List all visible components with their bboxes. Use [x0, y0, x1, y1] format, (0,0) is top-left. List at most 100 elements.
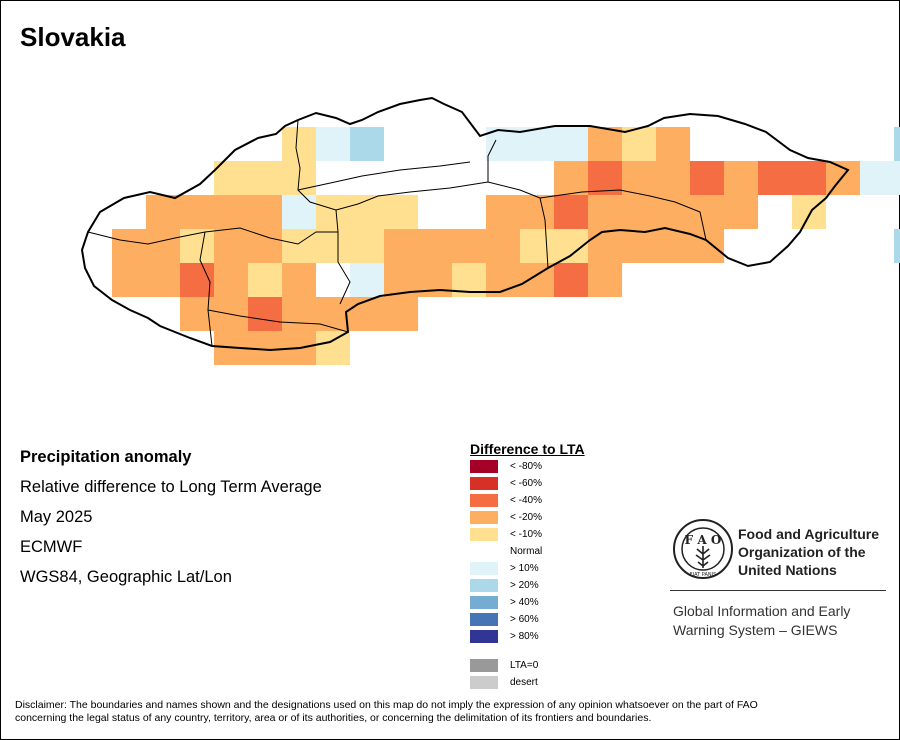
grid-cell [656, 229, 690, 263]
grid-cell [588, 161, 622, 195]
map-info-block: Precipitation anomaly Relative differenc… [20, 446, 322, 596]
grid-cell [214, 195, 248, 229]
legend-label: Normal [510, 546, 543, 557]
country-boundary [80, 96, 850, 352]
grid-cell [690, 161, 724, 195]
grid-cell [894, 161, 900, 195]
legend-label: desert [510, 677, 538, 688]
legend-item: > 80% [470, 629, 585, 646]
grid-cell [146, 195, 180, 229]
grid-cell [520, 127, 554, 161]
anomaly-grid [112, 127, 900, 365]
legend-swatch [470, 460, 498, 473]
legend-item: > 20% [470, 578, 585, 595]
legend-label: > 20% [510, 580, 539, 591]
legend-swatch [470, 528, 498, 541]
svg-text:FIAT PANIS: FIAT PANIS [690, 572, 717, 578]
legend-swatch [470, 676, 498, 689]
grid-cell [248, 263, 282, 297]
grid-cell [588, 263, 622, 297]
legend-swatch [470, 659, 498, 672]
grid-cell [282, 195, 316, 229]
info-period: May 2025 [20, 508, 93, 526]
grid-cell [350, 263, 384, 297]
grid-cell [316, 297, 350, 331]
info-variable: Precipitation anomaly [20, 448, 192, 466]
legend-item: > 10% [470, 561, 585, 578]
legend-swatch [470, 630, 498, 643]
grid-cell [350, 229, 384, 263]
grid-cell [792, 161, 826, 195]
disclaimer: Disclaimer: The boundaries and names sho… [15, 699, 758, 724]
grid-cell [622, 161, 656, 195]
grid-cell [656, 127, 690, 161]
info-description: Relative difference to Long Term Average [20, 478, 322, 496]
grid-cell [758, 161, 792, 195]
legend-swatch [470, 511, 498, 524]
grid-cell [588, 229, 622, 263]
grid-cell [214, 229, 248, 263]
grid-cell [282, 127, 316, 161]
legend-item: > 40% [470, 595, 585, 612]
grid-cell [146, 229, 180, 263]
grid-cell [350, 297, 384, 331]
legend-item: < -20% [470, 510, 585, 527]
divider [670, 590, 886, 591]
grid-cell [520, 229, 554, 263]
grid-cell [554, 195, 588, 229]
legend-item: > 60% [470, 612, 585, 629]
grid-cell [554, 161, 588, 195]
grid-cell [248, 195, 282, 229]
grid-cell [350, 127, 384, 161]
grid-cell [656, 161, 690, 195]
legend-label: > 10% [510, 563, 539, 574]
legend-swatch [470, 562, 498, 575]
legend-label: LTA=0 [510, 660, 539, 671]
grid-cell [724, 195, 758, 229]
grid-cell [724, 161, 758, 195]
legend-item: Normal [470, 544, 585, 561]
legend-label: > 40% [510, 597, 539, 608]
legend-item: desert [470, 675, 585, 692]
grid-cell [316, 229, 350, 263]
grid-cell [112, 263, 146, 297]
legend-item: < -60% [470, 476, 585, 493]
legend: Difference to LTA < -80% < -60% < -40% < -2… [470, 441, 585, 692]
region-boundaries [87, 119, 707, 347]
grid-cell [588, 195, 622, 229]
grid-cell [248, 229, 282, 263]
map-title: Slovakia [20, 22, 126, 52]
legend-item: < -10% [470, 527, 585, 544]
legend-label: < -40% [510, 495, 542, 506]
map-canvas [80, 96, 900, 365]
grid-cell [418, 229, 452, 263]
grid-cell [690, 195, 724, 229]
grid-cell [384, 297, 418, 331]
grid-cell [690, 229, 724, 263]
grid-cell [622, 229, 656, 263]
grid-cell [894, 229, 900, 263]
legend-label: < -80% [510, 461, 542, 472]
grid-cell [282, 229, 316, 263]
grid-cell [214, 263, 248, 297]
grid-cell [316, 195, 350, 229]
legend-swatch [470, 545, 498, 558]
legend-items: < -80% < -60% < -40% < -20% < -10% Normal > 10… [470, 459, 585, 692]
info-source: ECMWF [20, 538, 83, 556]
grid-cell [384, 195, 418, 229]
grid-cell [588, 127, 622, 161]
grid-cell [316, 331, 350, 365]
grid-cell [282, 297, 316, 331]
legend-label: < -60% [510, 478, 542, 489]
grid-cell [180, 229, 214, 263]
legend-item: < -40% [470, 493, 585, 510]
grid-cell [452, 229, 486, 263]
grid-cell [180, 195, 214, 229]
info-projection: WGS84, Geographic Lat/Lon [20, 568, 232, 586]
grid-cell [520, 195, 554, 229]
legend-swatch [470, 579, 498, 592]
legend-item: < -80% [470, 459, 585, 476]
grid-cell [554, 263, 588, 297]
grid-cell [248, 161, 282, 195]
legend-swatch [470, 477, 498, 490]
